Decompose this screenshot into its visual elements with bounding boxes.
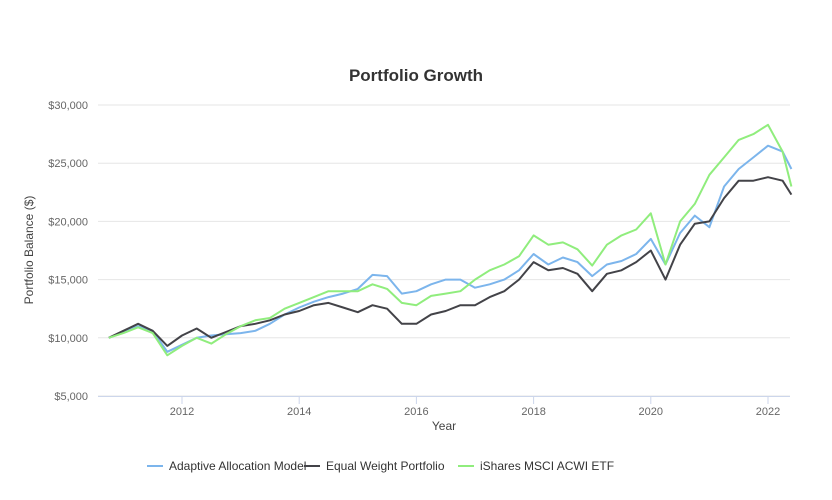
x-axis-label: Year bbox=[432, 419, 456, 433]
x-tick-label: 2016 bbox=[404, 406, 428, 418]
y-axis-label: Portfolio Balance ($) bbox=[22, 196, 36, 305]
x-tick-label: 2012 bbox=[170, 406, 194, 418]
x-tick-label: 2020 bbox=[639, 406, 663, 418]
y-tick-label: $25,000 bbox=[48, 158, 88, 170]
legend-item-2[interactable]: iShares MSCI ACWI ETF bbox=[458, 459, 614, 473]
legend-item-0[interactable]: Adaptive Allocation Model bbox=[147, 459, 306, 473]
x-axis-ticks: 2012 2014 2016 2018 2020 2022 bbox=[170, 396, 780, 418]
x-tick-label: 2022 bbox=[756, 406, 780, 418]
legend-label: Adaptive Allocation Model bbox=[169, 459, 306, 473]
y-tick-label: $10,000 bbox=[48, 333, 88, 345]
series-line-2 bbox=[108, 123, 793, 357]
legend-item-1[interactable]: Equal Weight Portfolio bbox=[304, 459, 445, 473]
legend-label: iShares MSCI ACWI ETF bbox=[480, 459, 614, 473]
series-line-1 bbox=[108, 176, 793, 347]
x-tick-label: 2014 bbox=[287, 406, 311, 418]
legend: Adaptive Allocation Model Equal Weight Po… bbox=[147, 459, 614, 473]
y-tick-label: $30,000 bbox=[48, 100, 88, 112]
series-line-0 bbox=[108, 144, 793, 353]
chart-title: Portfolio Growth bbox=[349, 66, 483, 85]
y-tick-label: $5,000 bbox=[54, 391, 88, 403]
x-tick-label: 2018 bbox=[521, 406, 545, 418]
grid bbox=[98, 104, 790, 397]
legend-label: Equal Weight Portfolio bbox=[326, 459, 445, 473]
y-tick-label: $15,000 bbox=[48, 275, 88, 287]
y-axis-ticks: $5,000 $10,000 $15,000 $20,000 $25,000 $30,00… bbox=[48, 100, 88, 403]
series-lines bbox=[108, 123, 793, 357]
y-tick-label: $20,000 bbox=[48, 216, 88, 228]
